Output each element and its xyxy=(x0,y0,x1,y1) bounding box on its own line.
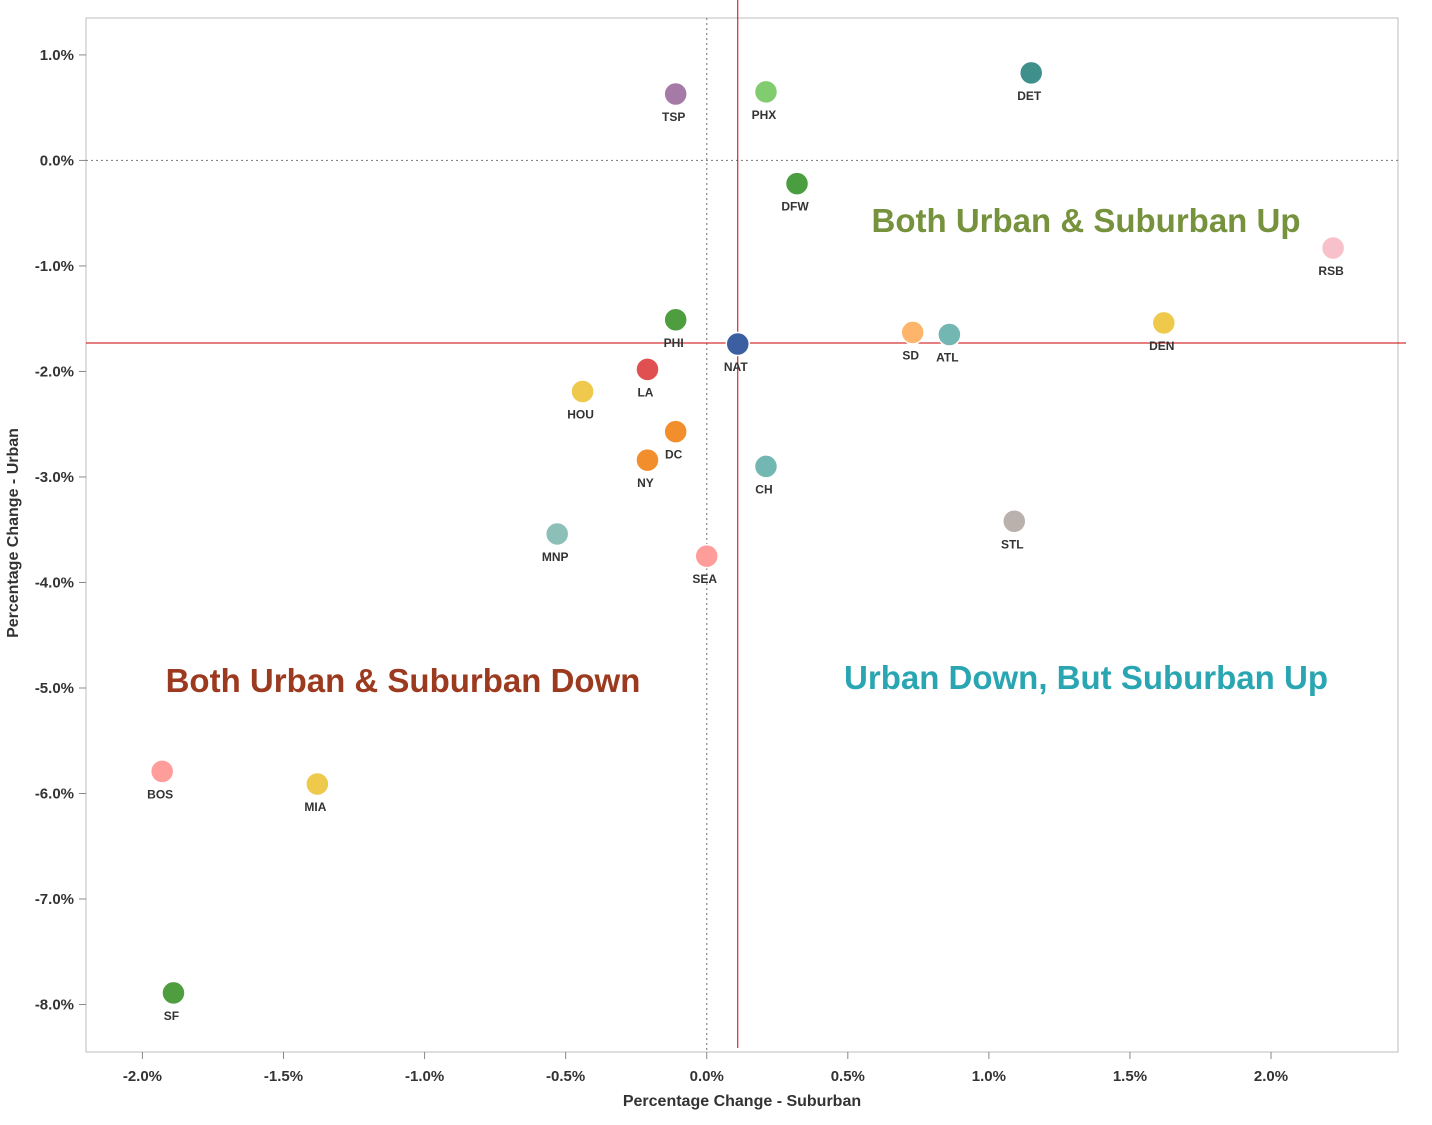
point-mia[interactable]: MIA xyxy=(304,771,330,815)
point-atl[interactable]: ATL xyxy=(936,322,962,365)
y-tick-label: -7.0% xyxy=(35,891,74,908)
point-label: MNP xyxy=(542,550,569,564)
x-tick-label: 0.0% xyxy=(690,1068,724,1085)
y-tick-label: -8.0% xyxy=(35,997,74,1014)
point-marker[interactable] xyxy=(937,322,962,347)
point-label: DFW xyxy=(781,200,809,214)
point-det[interactable]: DET xyxy=(1017,60,1044,103)
point-marker[interactable] xyxy=(900,320,925,345)
point-label: NY xyxy=(637,476,654,490)
quadrant-annotations: Both Urban & Suburban Up Both Urban & Su… xyxy=(166,202,1328,699)
point-hou[interactable]: HOU xyxy=(567,379,595,422)
y-tick-label: -3.0% xyxy=(35,469,74,486)
point-marker[interactable] xyxy=(161,980,186,1006)
point-marker[interactable] xyxy=(544,521,570,547)
y-axis-title: Percentage Change - Urban xyxy=(5,428,22,638)
point-label: LA xyxy=(637,385,653,399)
point-label: SF xyxy=(164,1009,179,1023)
point-label: SEA xyxy=(692,572,717,586)
point-marker[interactable] xyxy=(1320,235,1346,261)
point-marker[interactable] xyxy=(753,79,779,105)
point-label: BOS xyxy=(147,787,173,801)
x-tick-label: 1.5% xyxy=(1113,1068,1147,1085)
point-label: NAT xyxy=(724,360,748,374)
point-label: DET xyxy=(1017,89,1042,103)
quadrant-label-mixed: Urban Down, But Suburban Up xyxy=(844,659,1328,696)
point-marker[interactable] xyxy=(1151,310,1177,336)
point-tsp[interactable]: TSP xyxy=(662,81,688,124)
point-marker[interactable] xyxy=(725,331,751,357)
x-axis-title: Percentage Change - Suburban xyxy=(623,1093,861,1110)
point-marker[interactable] xyxy=(570,379,595,404)
point-mnp[interactable]: MNP xyxy=(542,521,570,564)
point-stl[interactable]: STL xyxy=(1001,509,1027,552)
point-sf[interactable]: SF xyxy=(161,980,186,1023)
point-marker[interactable] xyxy=(753,454,779,479)
y-tick-label: -4.0% xyxy=(35,574,74,591)
data-points: TSP PHX DET DFW RSB PHI NAT SD ATL DEN LA HOU DC NY CH… xyxy=(147,60,1346,1023)
y-tick-label: 1.0% xyxy=(40,47,74,64)
point-rsb[interactable]: RSB xyxy=(1318,235,1346,279)
quadrant-label-up: Both Urban & Suburban Up xyxy=(872,202,1301,239)
reference-lines xyxy=(86,0,1406,1048)
point-label: MIA xyxy=(304,800,326,814)
point-label: HOU xyxy=(567,408,594,422)
point-marker[interactable] xyxy=(149,759,175,784)
point-label: CH xyxy=(755,482,772,496)
quadrant-label-down: Both Urban & Suburban Down xyxy=(166,662,641,699)
point-label: ATL xyxy=(936,351,958,365)
point-dfw[interactable]: DFW xyxy=(781,171,810,214)
point-label: DC xyxy=(665,448,683,462)
point-label: SD xyxy=(902,348,919,362)
point-nat[interactable]: NAT xyxy=(724,331,751,375)
point-marker[interactable] xyxy=(663,419,688,444)
point-dc[interactable]: DC xyxy=(663,419,688,462)
point-phi[interactable]: PHI xyxy=(663,307,688,350)
point-marker[interactable] xyxy=(694,543,719,569)
point-marker[interactable] xyxy=(635,357,660,382)
y-tick-label: -5.0% xyxy=(35,680,74,697)
point-marker[interactable] xyxy=(635,447,660,473)
point-ch[interactable]: CH xyxy=(753,454,779,497)
x-tick-label: -0.5% xyxy=(546,1068,585,1085)
y-tick-label: 0.0% xyxy=(40,152,74,169)
point-label: RSB xyxy=(1318,264,1344,278)
point-label: STL xyxy=(1001,537,1024,551)
point-label: PHI xyxy=(664,336,684,350)
point-marker[interactable] xyxy=(305,771,330,797)
point-marker[interactable] xyxy=(1018,60,1044,86)
y-tick-label: -1.0% xyxy=(35,258,74,275)
point-marker[interactable] xyxy=(784,171,810,196)
zero-lines xyxy=(86,18,1398,1052)
x-tick-label: 0.5% xyxy=(831,1068,865,1085)
x-tick-label: -1.0% xyxy=(405,1068,444,1085)
point-phx[interactable]: PHX xyxy=(752,79,779,122)
point-marker[interactable] xyxy=(663,307,688,333)
point-sd[interactable]: SD xyxy=(900,320,925,363)
y-tick-label: -6.0% xyxy=(35,786,74,803)
x-axis: -2.0% -1.5% -1.0% -0.5% 0.0% 0.5% 1.0% 1.5% 2.0% xyxy=(123,1052,1288,1085)
point-la[interactable]: LA xyxy=(635,357,660,400)
x-tick-label: -2.0% xyxy=(123,1068,162,1085)
point-ny[interactable]: NY xyxy=(635,447,660,491)
y-tick-label: -2.0% xyxy=(35,363,74,380)
x-tick-label: 1.0% xyxy=(972,1068,1006,1085)
y-axis: 1.0% 0.0% -1.0% -2.0% -3.0% -4.0% -5.0% -6.0% -7… xyxy=(35,47,86,1014)
x-tick-label: 2.0% xyxy=(1254,1068,1288,1085)
point-den[interactable]: DEN xyxy=(1149,310,1177,353)
point-marker[interactable] xyxy=(663,81,688,107)
point-label: PHX xyxy=(752,108,777,122)
point-label: DEN xyxy=(1149,339,1174,353)
point-bos[interactable]: BOS xyxy=(147,759,175,802)
point-sea[interactable]: SEA xyxy=(692,543,719,587)
point-label: TSP xyxy=(662,110,685,124)
plot-frame xyxy=(85,17,1399,1053)
x-tick-label: -1.5% xyxy=(264,1068,303,1085)
point-marker[interactable] xyxy=(1002,509,1027,534)
